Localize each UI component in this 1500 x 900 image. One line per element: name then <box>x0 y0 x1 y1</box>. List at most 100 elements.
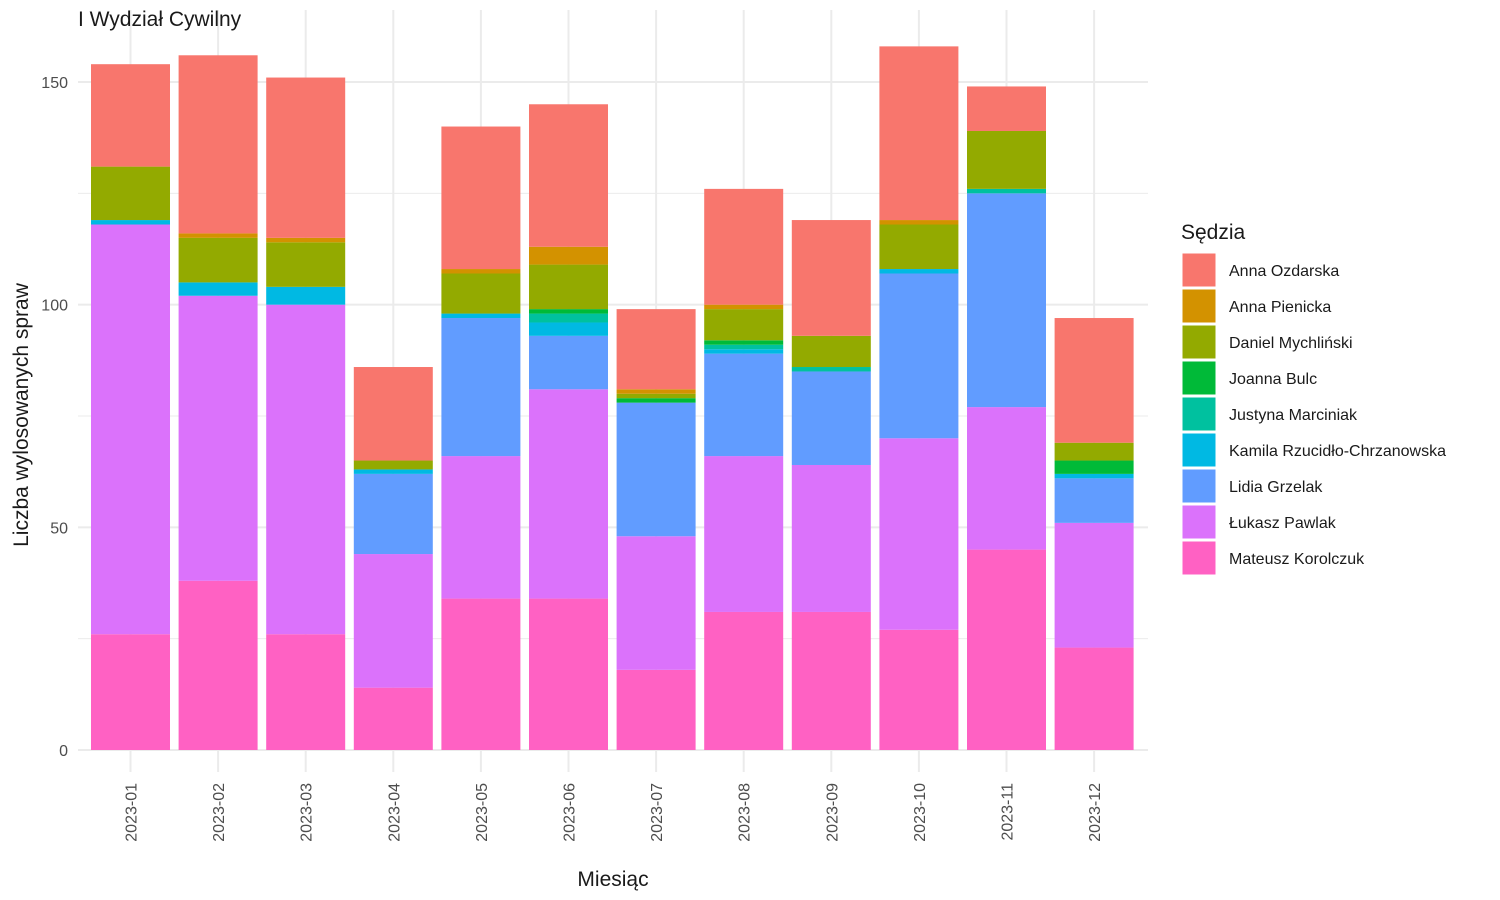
bar-segment <box>266 286 346 305</box>
bar-segment <box>704 611 784 750</box>
legend-label: Łukasz Pawlak <box>1229 515 1337 532</box>
legend-swatch <box>1181 360 1217 396</box>
bar-segment <box>441 313 521 319</box>
bar-segment <box>704 353 784 457</box>
bar-segment <box>879 46 959 221</box>
bar-segment <box>1054 478 1134 523</box>
bar-segment <box>91 64 170 167</box>
legend-label: Mateusz Korolczuk <box>1229 551 1365 568</box>
bar-segment <box>529 104 608 247</box>
bar-segment <box>791 611 871 750</box>
bar-segment <box>616 309 696 390</box>
x-tick-label: 2023-09 <box>824 783 841 842</box>
legend-swatch <box>1181 468 1217 504</box>
legend-label: Lidia Grzelak <box>1229 479 1323 496</box>
bar-segment <box>91 634 170 750</box>
x-tick-label: 2023-07 <box>649 783 666 842</box>
bar-segment <box>967 86 1046 131</box>
legend-swatch <box>1181 288 1217 324</box>
y-tick-label: 100 <box>41 298 68 315</box>
bar-segment <box>441 273 521 314</box>
bar-segment <box>879 220 959 225</box>
bar-segment <box>791 335 871 368</box>
x-tick-label: 2023-05 <box>474 783 491 842</box>
bar-segment <box>879 629 959 750</box>
bar-segment <box>967 130 1046 189</box>
x-tick-label: 2023-03 <box>299 783 316 842</box>
legend-label: Anna Ozdarska <box>1229 263 1339 280</box>
bar-segment <box>529 309 608 314</box>
bar-segment <box>441 269 521 274</box>
bar-segment <box>1054 522 1134 648</box>
bar-segment <box>967 549 1046 750</box>
x-tick-label: 2023-01 <box>124 783 141 842</box>
y-tick-label: 50 <box>50 520 68 537</box>
bar-segment <box>704 349 784 354</box>
x-tick-label: 2023-06 <box>562 783 579 842</box>
bar-segment <box>266 242 346 287</box>
legend-label: Daniel Mychliński <box>1229 335 1353 352</box>
bar-segment <box>791 464 871 612</box>
bar-segment <box>704 344 784 350</box>
bar-segment <box>178 55 258 234</box>
bar-segment <box>441 126 521 270</box>
bar-segment <box>178 580 258 750</box>
bar-segment <box>266 304 346 635</box>
y-axis-title: Liczba wylosowanych spraw <box>10 282 33 547</box>
bar-segment <box>353 460 433 470</box>
bar-segment <box>967 188 1046 194</box>
bar-segment <box>178 282 258 296</box>
bar-segment <box>529 335 608 390</box>
bar-segment <box>704 304 784 310</box>
bar-segment <box>529 264 608 310</box>
legend-swatch <box>1181 252 1217 288</box>
bars <box>91 46 1134 750</box>
bar-segment <box>616 389 696 394</box>
bar-segment <box>178 233 258 238</box>
bar-segment <box>91 220 170 225</box>
x-tick-label: 2023-08 <box>737 783 754 842</box>
bar-segment <box>441 318 521 457</box>
legend: Sędzia Anna Ozdarska Anna Pienicka Daniel … <box>1181 221 1446 576</box>
bar-segment <box>266 634 346 750</box>
legend-label: Joanna Bulc <box>1229 371 1317 388</box>
bar-segment <box>353 554 433 688</box>
y-axis: 0 50 100 150 <box>41 75 68 760</box>
bar-segment <box>704 456 784 612</box>
bar-segment <box>791 367 871 372</box>
bar-segment <box>704 309 784 341</box>
bar-segment <box>616 393 696 399</box>
bar-segment <box>704 340 784 345</box>
x-tick-label: 2023-04 <box>386 783 403 842</box>
bar-segment <box>879 438 959 630</box>
bar-segment <box>529 322 608 336</box>
bar-segment <box>353 687 433 750</box>
bar-segment <box>353 469 433 474</box>
y-tick-label: 150 <box>41 75 68 92</box>
x-tick-label: 2023-10 <box>912 783 929 842</box>
legend-label: Kamila Rzucidło-Chrzanowska <box>1229 443 1446 460</box>
x-axis-title: Miesiąc <box>577 868 648 891</box>
bar-segment <box>1054 460 1134 474</box>
bar-segment <box>353 367 433 461</box>
legend-swatch <box>1181 396 1217 432</box>
bar-segment <box>1054 318 1134 443</box>
bar-segment <box>178 295 258 581</box>
legend-label: Anna Pienicka <box>1229 299 1331 316</box>
bar-segment <box>1054 473 1134 479</box>
bar-segment <box>1054 647 1134 750</box>
bar-segment <box>704 188 784 305</box>
bar-segment <box>791 371 871 465</box>
bar-segment <box>266 237 346 243</box>
legend-label: Justyna Marciniak <box>1229 407 1358 424</box>
bar-segment <box>879 269 959 274</box>
legend-swatch <box>1181 504 1217 540</box>
bar-segment <box>266 77 346 238</box>
x-tick-label: 2023-02 <box>211 783 228 842</box>
legend-swatch <box>1181 432 1217 468</box>
bar-segment <box>967 193 1046 408</box>
legend-swatch <box>1181 324 1217 360</box>
bar-segment <box>616 536 696 670</box>
bar-segment <box>178 237 258 283</box>
